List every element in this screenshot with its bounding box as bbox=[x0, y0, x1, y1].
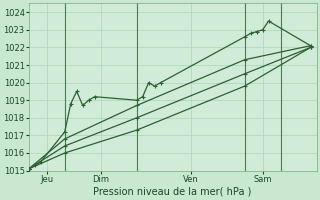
X-axis label: Pression niveau de la mer( hPa ): Pression niveau de la mer( hPa ) bbox=[93, 187, 252, 197]
